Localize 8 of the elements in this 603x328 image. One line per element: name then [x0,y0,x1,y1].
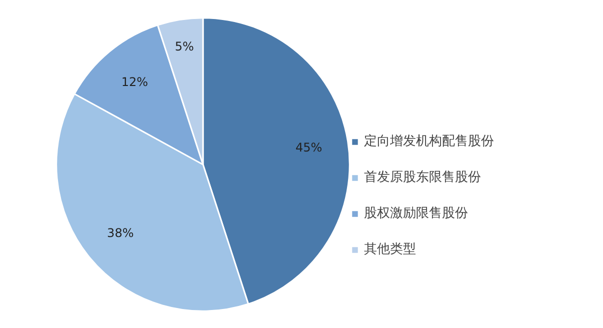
data-label: 5% [174,40,194,54]
legend-label: 首发原股东限售股份 [364,169,481,186]
legend-label: 定向增发机构配售股份 [364,133,494,150]
legend-label: 股权激励限售股份 [364,205,468,222]
data-label: 45% [296,140,322,155]
legend-label: 其他类型 [364,241,416,258]
data-label: 38% [107,226,134,240]
data-label: 12% [121,74,148,89]
